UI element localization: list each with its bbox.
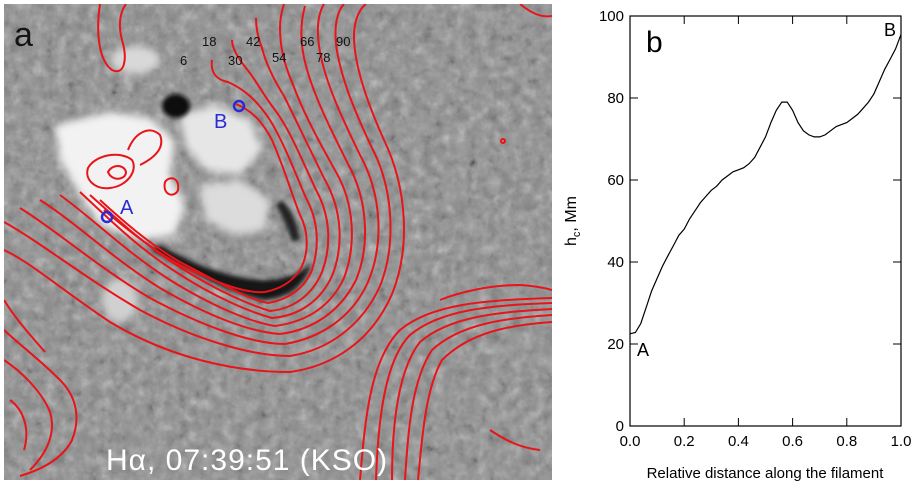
y-tick-label: 20 bbox=[607, 336, 624, 353]
y-tick-label: 60 bbox=[607, 172, 624, 189]
x-tick-label: 0.8 bbox=[836, 433, 857, 450]
x-tick-label: 0.0 bbox=[620, 433, 641, 450]
y-axis-label-suffix: , Mm bbox=[563, 196, 580, 232]
x-tick-label: 0.2 bbox=[674, 433, 695, 450]
y-axis-label-sub: c bbox=[571, 231, 583, 237]
marker-a bbox=[100, 210, 114, 224]
contour-label-6: 6 bbox=[180, 53, 187, 68]
panel-a: 6 18 30 42 54 66 78 90 B A a Hα, 07:39:5… bbox=[4, 4, 552, 480]
contour-label-90: 90 bbox=[336, 34, 350, 49]
series-line-hc bbox=[629, 34, 902, 335]
contour-label-30: 30 bbox=[228, 53, 242, 68]
x-tick-label: 1.0 bbox=[891, 433, 912, 450]
marker-b bbox=[232, 99, 246, 113]
contour-label-78: 78 bbox=[316, 50, 330, 65]
y-axis-ticks: 0 20 40 60 80 100 bbox=[599, 8, 901, 435]
panel-b: 0.0 0.2 0.4 0.6 0.8 1.0 0 20 40 60 80 100 b A B Re… bbox=[563, 8, 911, 482]
contour-label-18: 18 bbox=[202, 34, 216, 49]
marker-a-label: A bbox=[120, 197, 134, 219]
panel-a-label: a bbox=[14, 16, 33, 54]
x-tick-label: 0.6 bbox=[782, 433, 803, 450]
panel-b-label: b bbox=[646, 26, 663, 59]
x-tick-label: 0.4 bbox=[728, 433, 749, 450]
height-contours bbox=[4, 4, 552, 480]
contour-label-66: 66 bbox=[300, 34, 314, 49]
dark-filament bbox=[150, 94, 312, 300]
curve-end-label: B bbox=[884, 20, 896, 40]
y-tick-label: 0 bbox=[616, 418, 624, 435]
x-axis-ticks: 0.0 0.2 0.4 0.6 0.8 1.0 bbox=[620, 16, 912, 450]
curve-start-label: A bbox=[637, 340, 649, 360]
bright-plage bbox=[55, 46, 270, 322]
halpha-image-texture bbox=[4, 4, 552, 480]
panel-a-caption: Hα, 07:39:51 (KSO) bbox=[106, 444, 388, 477]
x-axis-label: Relative distance along the filament bbox=[647, 465, 885, 482]
contour-label-54: 54 bbox=[272, 50, 286, 65]
contour-label-42: 42 bbox=[246, 34, 260, 49]
y-tick-label: 40 bbox=[607, 254, 624, 271]
marker-b-label: B bbox=[214, 111, 227, 133]
plot-frame bbox=[629, 15, 902, 427]
y-axis-label: hc, Mm bbox=[563, 196, 583, 246]
y-tick-label: 80 bbox=[607, 90, 624, 107]
y-axis-label-main: h bbox=[563, 237, 580, 246]
y-tick-label: 100 bbox=[599, 8, 624, 25]
contour-labels: 6 18 30 42 54 66 78 90 bbox=[180, 34, 350, 68]
